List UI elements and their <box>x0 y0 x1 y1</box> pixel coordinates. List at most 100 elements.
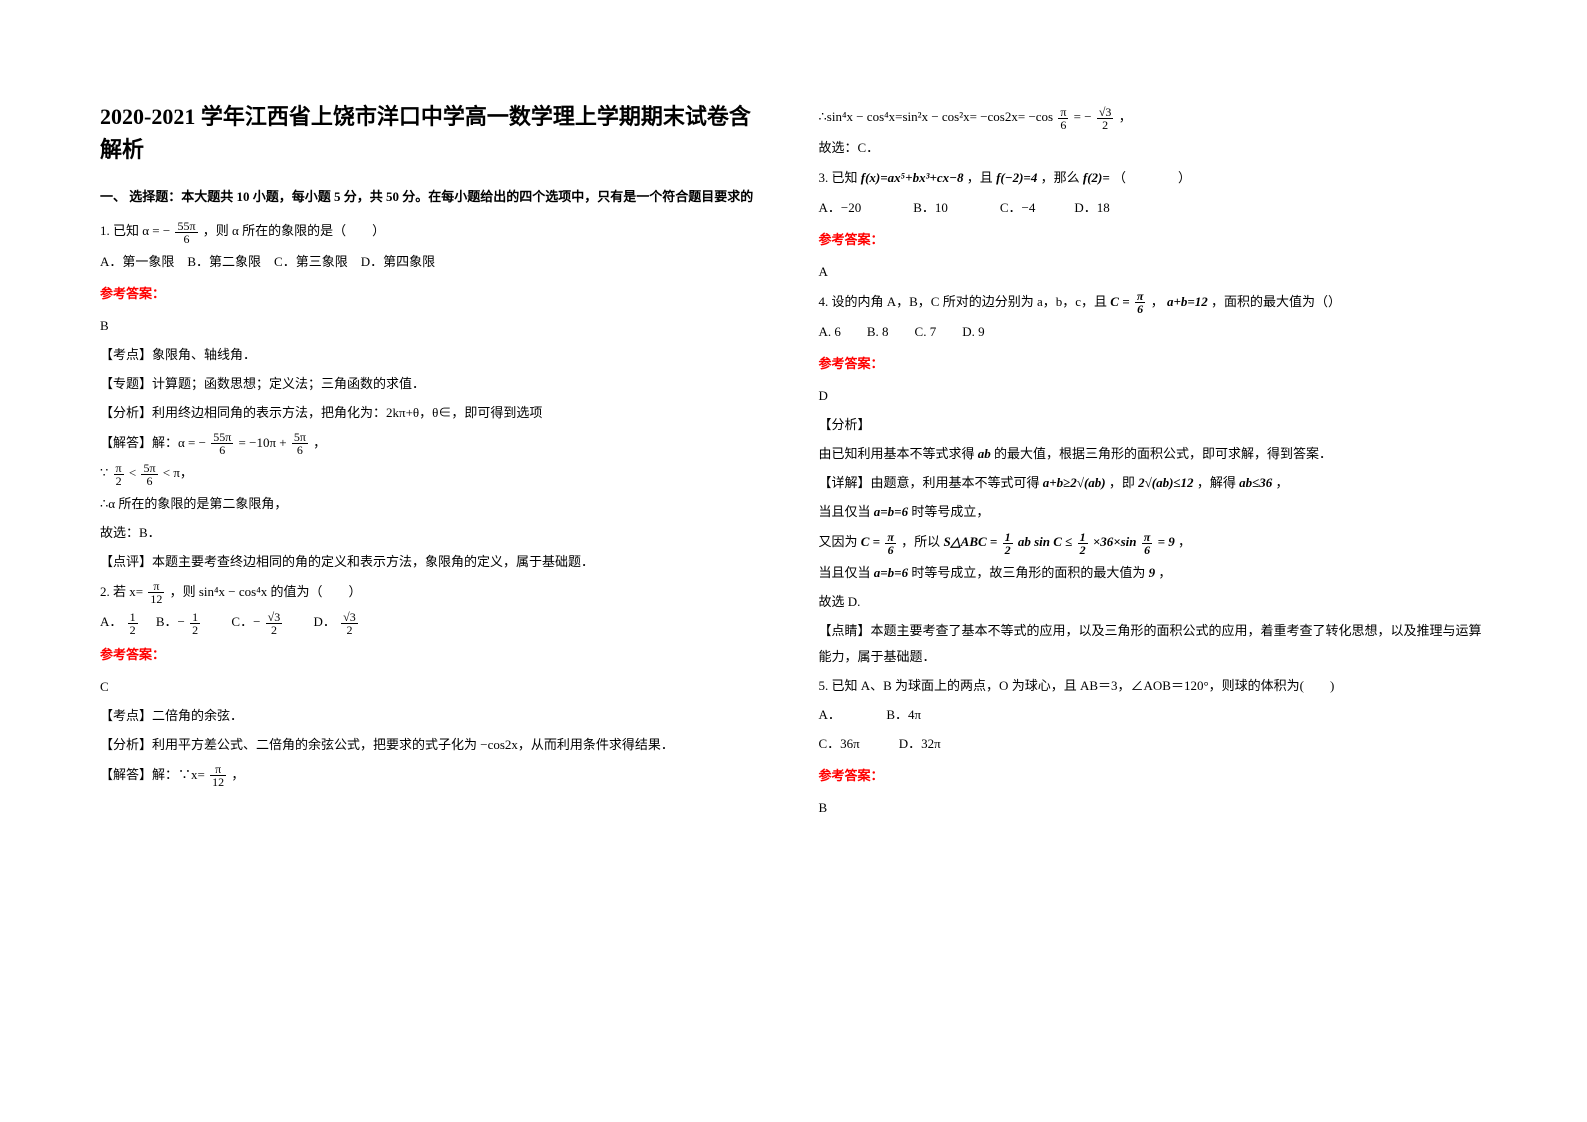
q2c-f1-den: 6 <box>1058 119 1068 131</box>
q4-l4-mid: ab sin C ≤ <box>1018 534 1072 549</box>
q2-optA-prefix: A． <box>100 614 122 629</box>
q1-sol-frac1: 55π 6 <box>209 431 235 456</box>
q3-answer-label: 参考答案： <box>819 227 1488 253</box>
q2-suffix: ，则 sin⁴x − cos⁴x 的值为（ ） <box>170 584 362 599</box>
q4-l4-f3-num: π <box>1142 531 1153 544</box>
q2-continuation: ∴sin⁴x − cos⁴x=sin²x − cos²x= −cos2x= −c… <box>819 104 1488 131</box>
q1-lt2: < π， <box>163 465 193 480</box>
q1-suffix: ，则 α 所在的象限的是（ ） <box>203 223 385 238</box>
q1-prefix: 1. 已知 α = − <box>100 223 170 238</box>
q4-options: A. 6 B. 8 C. 7 D. 9 <box>819 319 1488 345</box>
q4-l2a: 【详解】由题意，利用基本不等式可得 <box>819 475 1040 490</box>
q2c-prefix: ∴sin⁴x − cos⁴x=sin²x − cos²x= −cos2x= −c… <box>819 109 1054 124</box>
q4-comma1: ， <box>1151 294 1164 309</box>
q1-tag-topic: 【考点】象限角、轴线角． <box>100 342 769 368</box>
q1-options: A．第一象限 B．第二象限 C．第三象限 D．第四象限 <box>100 249 769 275</box>
q2-optB-prefix: B．− <box>143 614 185 629</box>
q2c-eq: = − <box>1074 109 1092 124</box>
q1-comment: 【点评】本题主要考查终边相同的角的定义和表示方法，象限角的定义，属于基础题． <box>100 549 769 575</box>
q2-optC-num: √3 <box>266 611 283 624</box>
q3-prefix: 3. 已知 <box>819 170 858 185</box>
q4-prefix: 4. 设的内角 A，B，C 所对的边分别为 a，b，c，且 <box>819 294 1108 309</box>
q2c-f2-den: 2 <box>1097 119 1114 131</box>
q2c-frac1: π 6 <box>1056 106 1070 131</box>
q4-line1: 由已知利用基本不等式求得 ab 的最大值，根据三角形的面积公式，即可求解，得到答… <box>819 441 1488 467</box>
q1-stem: 1. 已知 α = − 55π 6 ，则 α 所在的象限的是（ ） <box>100 218 769 245</box>
left-column: 2020-2021 学年江西省上饶市洋口中学高一数学理上学期期末试卷含解析 一、… <box>100 100 769 824</box>
q5-options-ab: A． B．4π <box>819 702 1488 728</box>
q4-l1b: ab <box>978 446 991 461</box>
q4-line2: 【详解】由题意，利用基本不等式可得 a+b≥2√(ab) ，即 2√(ab)≤1… <box>819 470 1488 496</box>
q1-solution-line1: 【解答】解：α = − 55π 6 = −10π + 5π 6 ， <box>100 430 769 457</box>
q1-analysis: 【分析】利用终边相同角的表示方法，把角化为：2kπ+θ，θ∈，即可得到选项 <box>100 400 769 426</box>
q4-l4-C-num: π <box>885 531 896 544</box>
q1-sol-suffix: ， <box>313 435 326 450</box>
q1-pick: 故选：B． <box>100 520 769 546</box>
q4-line5: 当且仅当 a=b=6 时等号成立，故三角形的面积的最大值为 9 ， <box>819 560 1488 586</box>
q2-optC-den: 2 <box>266 624 283 636</box>
q2-optB-frac: 1 2 <box>188 611 202 636</box>
q4-ab-sum: a+b=12 <box>1167 294 1208 309</box>
q2c-pick: 故选：C． <box>819 135 1488 161</box>
q1-frac-den: 6 <box>175 233 197 245</box>
q4-l4-f1-num: 1 <box>1003 531 1013 544</box>
q4-l4a: 又因为 <box>819 534 858 549</box>
q4-l4-Cfrac: π 6 <box>883 531 898 556</box>
right-column: ∴sin⁴x − cos⁴x=sin²x − cos²x= −cos2x= −c… <box>819 100 1488 824</box>
page-root: 2020-2021 学年江西省上饶市洋口中学高一数学理上学期期末试卷含解析 一、… <box>100 100 1487 824</box>
q2-optB-num: 1 <box>190 611 200 624</box>
q2-tag-topic: 【考点】二倍角的余弦． <box>100 703 769 729</box>
q1-answer: B <box>100 313 769 339</box>
q1-r1-den: 2 <box>114 475 124 487</box>
q1-sol-f2-den: 6 <box>292 444 308 456</box>
q3-mid2: ，那么 <box>1041 170 1080 185</box>
q2-optA-den: 2 <box>128 624 138 636</box>
q4-l4-frac2: 1 2 <box>1076 531 1090 556</box>
q4-l2d: 2√(ab)≤12 <box>1138 475 1193 490</box>
q2-f1-den: 12 <box>148 593 164 605</box>
q2-answer-label: 参考答案： <box>100 642 769 668</box>
q4-l2e: ，解得 <box>1197 475 1236 490</box>
q2-optD-den: 2 <box>341 624 358 636</box>
q2-optD-frac: √3 2 <box>339 611 360 636</box>
q4-answer-label: 参考答案： <box>819 351 1488 377</box>
q4-pick: 故选 D. <box>819 589 1488 615</box>
q4-C-den: 6 <box>1135 303 1146 315</box>
q5-answer-label: 参考答案： <box>819 763 1488 789</box>
q4-l4-frac1: 1 2 <box>1001 531 1015 556</box>
q1-sol-mid: = −10π + <box>239 435 287 450</box>
q3-formula3: f(2)= <box>1083 170 1110 185</box>
q4-suffix: ，面积的最大值为（） <box>1211 294 1341 309</box>
q4-comment: 【点睛】本题主要考查了基本不等式的应用，以及三角形的面积公式的应用，着重考查了转… <box>819 618 1488 670</box>
q2c-frac2: √3 2 <box>1095 106 1116 131</box>
q4-l2g: ， <box>1275 475 1288 490</box>
q2c-f1-num: π <box>1058 106 1068 119</box>
q4-l5c: 时等号成立，故三角形的面积的最大值为 <box>911 565 1145 580</box>
q4-l5e: ， <box>1158 565 1171 580</box>
q4-l3c: 时等号成立， <box>911 504 989 519</box>
q2-frac1: π 12 <box>146 580 166 605</box>
q1-fraction: 55π 6 <box>173 220 199 245</box>
q3-suffix: （ ） <box>1113 170 1191 185</box>
q2-prefix: 2. 若 x= <box>100 584 143 599</box>
q2-optD-prefix: D． <box>288 614 336 629</box>
q4-l1a: 由已知利用基本不等式求得 <box>819 446 975 461</box>
q2-optC-prefix: C．− <box>205 614 260 629</box>
q2-answer: C <box>100 674 769 700</box>
q4-l4-f2-den: 2 <box>1078 544 1088 556</box>
q1-r2-num: 5π <box>141 462 157 475</box>
q2-sol-comma: ， <box>231 767 244 782</box>
q3-options: A．−20 B．10 C．−4 D．18 <box>819 195 1488 221</box>
q3-formula2: f(−2)=4 <box>996 170 1037 185</box>
q4-answer: D <box>819 383 1488 409</box>
q1-answer-label: 参考答案： <box>100 281 769 307</box>
q1-range-prefix: ∵ <box>100 465 108 480</box>
q2-sol-prefix: 【解答】解：∵x= <box>100 767 205 782</box>
q2-optD-num: √3 <box>341 611 358 624</box>
section-1-heading: 一、 选择题：本大题共 10 小题，每小题 5 分，共 50 分。在每小题给出的… <box>100 184 769 210</box>
q4-l2b: a+b≥2√(ab) <box>1043 475 1106 490</box>
q2-options: A． 1 2 B．− 1 2 C．− √3 2 D． √3 2 <box>100 609 769 636</box>
q4-l4-C-den: 6 <box>885 544 896 556</box>
q4-l4-times: ×36×sin <box>1093 534 1137 549</box>
q3-formula1: f(x)=ax⁵+bx³+cx−8 <box>861 170 964 185</box>
